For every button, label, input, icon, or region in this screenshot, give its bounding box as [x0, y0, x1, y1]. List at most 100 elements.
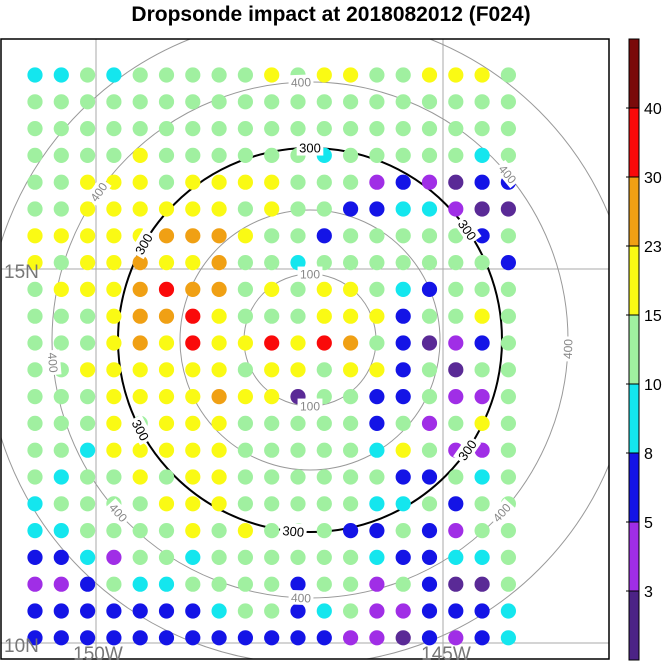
impact-dot: [237, 549, 253, 566]
lon-label-145w: 145W: [421, 644, 471, 664]
impact-dot: [448, 255, 464, 271]
impact-dot: [53, 496, 69, 512]
impact-dot: [343, 174, 359, 190]
impact-dot: [185, 228, 201, 244]
colorbar-label: 3: [644, 584, 653, 601]
impact-dot: [264, 389, 280, 405]
impact-dot: [264, 201, 280, 217]
impact-dot: [158, 389, 175, 405]
impact-dot: [53, 228, 69, 244]
colorbar-label: 10: [644, 377, 662, 394]
impact-dot: [343, 630, 359, 646]
map-labels: 1001003003003003003003004004004004004004…: [4, 74, 575, 664]
impact-dot: [53, 201, 69, 217]
impact-dot: [27, 442, 43, 458]
impact-dot: [343, 335, 359, 351]
range-ring-200: [179, 209, 441, 471]
impact-dot: [421, 201, 438, 217]
impact-dot: [448, 121, 464, 137]
impact-dot: [106, 576, 122, 592]
impact-dot: [53, 255, 69, 271]
impact-dot: [106, 389, 122, 405]
colorbar-segment: [629, 453, 639, 523]
impact-dot: [211, 335, 227, 351]
impact-dot: [185, 255, 201, 271]
impact-dot: [474, 121, 490, 137]
impact-dot: [106, 549, 122, 566]
impact-dot: [53, 415, 69, 431]
impact-dot: [264, 496, 280, 512]
impact-dot: [316, 174, 332, 190]
impact-dot: [53, 630, 69, 646]
impact-dot: [264, 415, 280, 431]
impact-dot: [369, 67, 385, 83]
impact-dot: [474, 523, 490, 539]
impact-dot: [369, 549, 385, 566]
impact-dot: [185, 469, 201, 485]
impact-dot: [448, 281, 464, 297]
impact-dot: [106, 67, 122, 83]
colorbar-segment: [629, 522, 639, 592]
impact-dot: [395, 67, 411, 83]
impact-dot: [395, 121, 411, 137]
impact-dot: [395, 469, 411, 485]
impact-dot: [27, 389, 43, 405]
colorbar-label: 5: [644, 515, 653, 532]
impact-dot: [500, 147, 516, 163]
impact-dot: [106, 308, 122, 324]
impact-dot: [211, 281, 227, 297]
impact-dot: [53, 94, 69, 110]
impact-dot: [132, 201, 148, 217]
impact-dot: [395, 147, 411, 163]
impact-dot: [237, 147, 253, 163]
impact-dot: [27, 362, 43, 378]
impact-dot: [106, 255, 122, 271]
impact-dot: [27, 603, 43, 619]
impact-dot: [53, 523, 69, 539]
impact-dot: [53, 281, 69, 297]
impact-dot: [395, 523, 411, 539]
impact-dot: [106, 94, 122, 110]
impact-dot: [158, 576, 175, 592]
impact-dot: [53, 121, 69, 137]
impact-dot: [290, 496, 306, 512]
impact-dot: [27, 308, 43, 324]
impact-dot: [211, 469, 227, 485]
impact-dot: [316, 67, 332, 83]
impact-dot: [369, 630, 385, 646]
impact-dot: [53, 308, 69, 324]
impact-dot: [264, 308, 280, 324]
impact-dot: [421, 576, 438, 592]
impact-dot: [53, 442, 69, 458]
impact-dot: [343, 496, 359, 512]
impact-dot: [132, 523, 148, 539]
impact-dot: [264, 255, 280, 271]
impact-dot: [343, 415, 359, 431]
impact-dot: [474, 389, 490, 405]
impact-dot: [369, 442, 385, 458]
impact-dot: [158, 281, 175, 297]
impact-dot: [211, 603, 227, 619]
impact-dot: [237, 94, 253, 110]
impact-dot: [53, 469, 69, 485]
impact-dot: [264, 147, 280, 163]
impact-dot: [290, 335, 306, 351]
impact-dot: [290, 576, 306, 592]
colorbar-frame: [628, 38, 640, 661]
impact-dot: [158, 415, 175, 431]
impact-dot: [185, 576, 201, 592]
impact-dot: [369, 201, 385, 217]
impact-dot: [343, 281, 359, 297]
impact-dot: [185, 201, 201, 217]
impact-dot: [448, 335, 464, 351]
impact-dot: [80, 281, 96, 297]
impact-dot: [474, 415, 490, 431]
impact-dot: [158, 201, 175, 217]
impact-dot: [500, 67, 516, 83]
svg-text:300: 300: [299, 141, 321, 156]
impact-dot: [290, 469, 306, 485]
impact-dot: [290, 255, 306, 271]
ring-label-300-bottom: 300: [279, 522, 308, 540]
impact-dot: [264, 281, 280, 297]
impact-dot: [106, 281, 122, 297]
